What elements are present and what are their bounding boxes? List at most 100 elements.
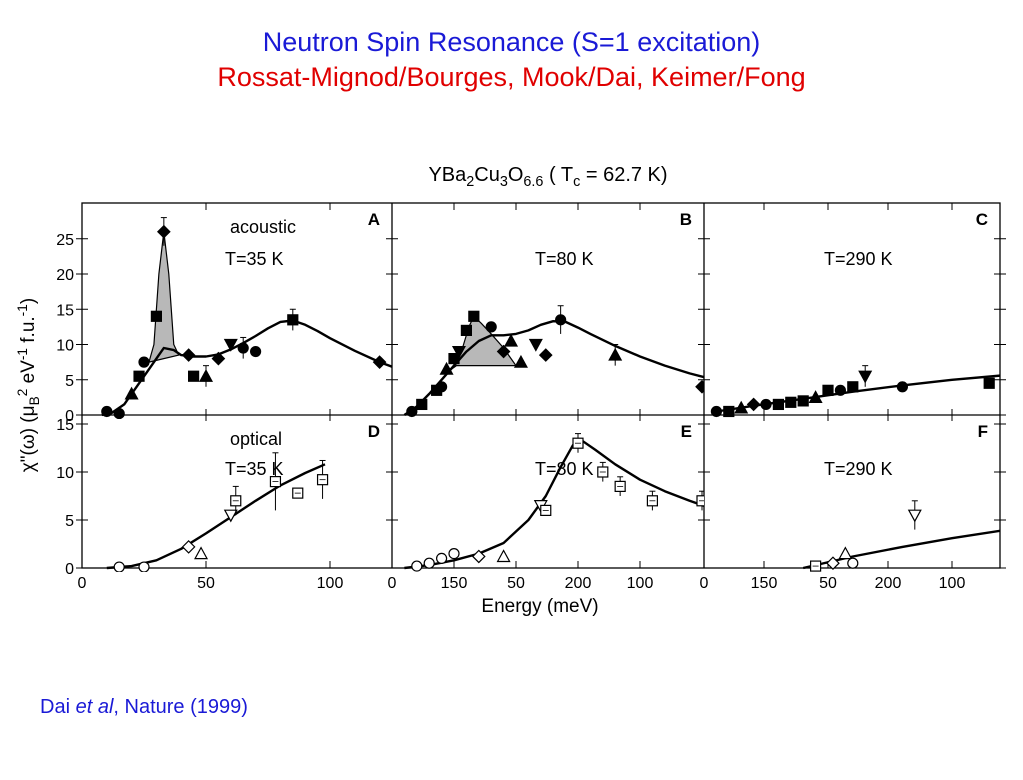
y-tick-label: 20 [56, 267, 74, 284]
x-tick-label: 200 [875, 575, 902, 592]
data-point [237, 342, 249, 354]
data-point [124, 386, 139, 400]
y-tick-label: 0 [65, 408, 74, 425]
y-tick-label: 15 [56, 302, 74, 319]
x-tick-label: 50 [507, 575, 525, 592]
citation: Dai et al, Nature (1999) [40, 696, 248, 719]
y-tick-label: 10 [56, 338, 74, 355]
data-point [460, 324, 472, 336]
y-tick-label: 0 [65, 561, 74, 578]
panel-c: C T=290 K [710, 210, 1000, 418]
y-tick-label: 10 [56, 465, 74, 482]
data-point [772, 398, 785, 411]
data-point [416, 398, 428, 411]
panel-temperature: T=290 K [824, 459, 893, 479]
data-point [695, 379, 704, 394]
slide-title: Neutron Spin Resonance (S=1 excitation) [262, 27, 761, 57]
data-point [188, 370, 200, 382]
data-point [448, 547, 460, 560]
figure-frame [81, 202, 1001, 569]
data-point [896, 381, 909, 393]
x-tick-label: 100 [317, 575, 344, 592]
fit-curve [106, 463, 326, 570]
data-point [932, 396, 944, 407]
data-point [485, 321, 497, 333]
data-point [496, 344, 511, 359]
panel-annotation: acoustic [230, 217, 296, 237]
data-point [608, 347, 623, 361]
data-point [785, 396, 797, 408]
panel-letter: C [976, 210, 988, 229]
panel-letter: D [368, 422, 380, 441]
panel-letter: F [978, 422, 988, 441]
data-point [113, 407, 125, 419]
data-point [822, 384, 834, 396]
data-point [138, 356, 150, 368]
panel-temperature: T=290 K [824, 249, 893, 269]
data-point [808, 390, 823, 403]
data-point [451, 345, 466, 359]
data-point [406, 405, 418, 418]
data-point [287, 314, 299, 326]
data-point [528, 338, 543, 352]
data-point [181, 540, 196, 554]
x-tick-label: 100 [627, 575, 654, 592]
x-tick-label: 0 [78, 575, 87, 592]
data-point [513, 354, 528, 368]
data-point [150, 310, 162, 322]
data-point [734, 400, 749, 414]
data-point [858, 370, 873, 384]
y-tick-label: 25 [56, 232, 74, 249]
data-point [834, 384, 847, 396]
data-point [797, 395, 809, 407]
panel-letter: B [680, 210, 692, 229]
x-axis-label: Energy (meV) [481, 596, 598, 617]
y-axis-label: χ"(ω) (μB2 eV-1 f.u.-1) [15, 298, 42, 472]
data-point [138, 561, 150, 572]
panel-letter: A [368, 210, 380, 229]
panel-temperature: T=35 K [225, 459, 284, 479]
data-point [710, 405, 723, 418]
citation-rest: , Nature (1999) [113, 696, 248, 718]
citation-author: Dai [40, 696, 76, 718]
x-tick-label: 150 [751, 575, 778, 592]
fit-curve [404, 440, 704, 570]
data-point [907, 509, 922, 523]
slide-subtitle: Rossat-Mignod/Bourges, Mook/Dai, Keimer/… [217, 62, 806, 92]
resonance-peak-area [148, 231, 180, 363]
x-tick-label: 150 [441, 575, 468, 592]
panel-letter: E [681, 422, 692, 441]
data-point [423, 557, 435, 569]
data-point [439, 361, 454, 375]
data-point [211, 351, 226, 366]
data-point [250, 345, 262, 358]
data-point [181, 348, 196, 362]
data-point [223, 338, 238, 352]
figure-title: YBa2Cu3O6.6 ( Tc = 62.7 K) [428, 164, 667, 190]
panel-b: B T=80 K [403, 210, 944, 418]
panel-a: A T=35 K acoustic [101, 210, 392, 419]
data-point [133, 370, 145, 382]
x-tick-label: 200 [565, 575, 592, 592]
data-point [372, 355, 387, 369]
data-point [555, 314, 567, 326]
x-tick-label: 0 [700, 575, 709, 592]
data-point [468, 310, 480, 322]
y-tick-label: 15 [56, 417, 74, 434]
panel-temperature: T=35 K [225, 249, 284, 269]
panel-f: F T=290 K [802, 422, 1000, 572]
data-point [411, 560, 423, 572]
data-point [504, 333, 519, 347]
data-point [838, 546, 853, 560]
x-tick-label: 0 [388, 575, 397, 592]
data-point [538, 348, 553, 362]
y-tick-label: 5 [65, 513, 74, 530]
data-point [847, 557, 859, 569]
data-point [759, 520, 769, 530]
data-point [471, 549, 486, 564]
panel-temperature: T=80 K [535, 249, 594, 269]
x-tick-label: 50 [197, 575, 215, 592]
data-point [826, 556, 840, 571]
data-point [198, 368, 214, 382]
